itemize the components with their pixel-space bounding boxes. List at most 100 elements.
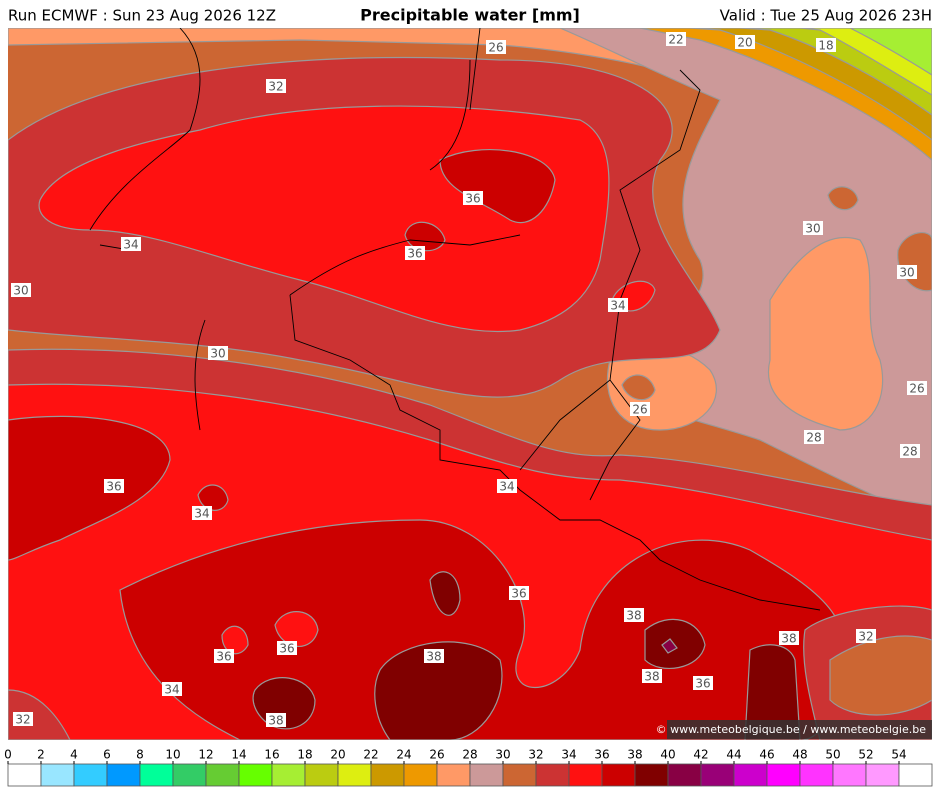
colorbar-tick-label: 26 (429, 748, 444, 762)
label-box (804, 430, 824, 444)
colorbar-tick-label: 2 (37, 748, 45, 762)
credit: © www.meteobelgique.be / www.meteobelgie… (656, 723, 927, 736)
label-box (463, 191, 483, 205)
contour-label: 32 (15, 713, 30, 727)
label-box (266, 713, 286, 727)
label-box (624, 608, 644, 622)
colorbar-box (337, 763, 372, 787)
map-area: 26 22 20 18 32 36 34 36 30 34 30 30 30 26 26 28 28 36 34 34… (8, 28, 932, 740)
contour-label: 18 (818, 39, 833, 53)
label-box (497, 479, 517, 493)
colorbar-tick-label: 18 (297, 748, 312, 762)
colorbar-box (271, 763, 306, 787)
contour-label: 36 (511, 587, 526, 601)
colorbar-tick-label: 48 (792, 748, 807, 762)
colorbar-box (304, 763, 339, 787)
colorbar: 0 2 4 6 8 10 12 14 16 18 20 22 24 26 28 30 32 34 36 38 40 42 4… (4, 748, 933, 787)
colorbar-tick-label: 40 (660, 748, 675, 762)
colorbar-tick-label: 16 (264, 748, 279, 762)
contour-label: 26 (632, 403, 647, 417)
contour-label: 20 (737, 36, 752, 50)
colorbar-box (370, 763, 405, 787)
colorbar-box (799, 763, 834, 787)
colorbar-tick-label: 6 (103, 748, 111, 762)
label-box (666, 32, 686, 46)
label-box (900, 444, 920, 458)
valid-time: Valid : Tue 25 Aug 2026 23H (720, 7, 932, 25)
contour-label: 34 (123, 238, 138, 252)
run-info: Run ECMWF : Sun 23 Aug 2026 12Z (8, 7, 276, 25)
contour-label: 34 (610, 299, 625, 313)
field (767, 236, 884, 431)
colorbar-box (502, 763, 537, 787)
colorbar-box (832, 763, 867, 787)
label-box (13, 712, 33, 726)
label-box (162, 682, 182, 696)
contour-label: 36 (216, 650, 231, 664)
colorbar-tick-label: 42 (693, 748, 708, 762)
label-box (897, 265, 917, 279)
field (849, 28, 932, 76)
label-box (816, 38, 836, 52)
label-box (208, 346, 228, 360)
colorbar-tick-label: 8 (136, 748, 144, 762)
colorbar-box (535, 763, 570, 787)
colorbar-tick-label: 36 (594, 748, 609, 762)
colorbar-box (436, 763, 471, 787)
field (621, 374, 656, 401)
label-box (608, 298, 628, 312)
contour-label: 30 (210, 347, 225, 361)
credit-bg (667, 720, 932, 739)
label-box (735, 35, 755, 49)
label-box (266, 79, 286, 93)
contour-label: 36 (465, 192, 480, 206)
label-box (277, 641, 297, 655)
contour-label: 22 (668, 33, 683, 47)
colorbar-box (403, 763, 438, 787)
colorbar-box (667, 763, 702, 787)
colorbar-box (172, 763, 207, 787)
colorbar-box (898, 763, 933, 787)
colorbar-tick-label: 20 (330, 748, 345, 762)
label-box (642, 669, 662, 683)
contour-label: 30 (805, 222, 820, 236)
colorbar-box (106, 763, 141, 787)
colorbar-tick-label: 46 (759, 748, 774, 762)
contour-label: 38 (781, 632, 796, 646)
colorbar-box (40, 763, 75, 787)
contour-label: 38 (268, 714, 283, 728)
contour-label: 38 (644, 670, 659, 684)
field (829, 635, 932, 716)
colorbar-box (601, 763, 636, 787)
field (374, 641, 503, 740)
colorbar-tick-label: 14 (231, 748, 246, 762)
contour-label: 34 (194, 507, 209, 521)
contour-label: 36 (106, 480, 121, 494)
contour-label: 36 (279, 642, 294, 656)
colorbar-tick-label: 34 (561, 748, 576, 762)
colorbar-box (139, 763, 174, 787)
contour-label: 28 (806, 431, 821, 445)
colorbar-tick-label: 30 (495, 748, 510, 762)
label-box (486, 40, 506, 54)
label-box (630, 402, 650, 416)
colorbar-tick-label: 12 (198, 748, 213, 762)
colorbar-tick-label: 52 (858, 748, 873, 762)
colorbar-tick-label: 24 (396, 748, 411, 762)
contour-label: 32 (858, 630, 873, 644)
colorbar-box (766, 763, 801, 787)
field (8, 689, 71, 740)
contour-label: 30 (899, 266, 914, 280)
colorbar-tick-label: 4 (70, 748, 78, 762)
field (221, 625, 249, 655)
label-box (509, 586, 529, 600)
label-box (907, 381, 927, 395)
colorbar-tick-label: 32 (528, 748, 543, 762)
colorbar-tick-label: 44 (726, 748, 741, 762)
colorbar-box (238, 763, 273, 787)
contour-label: 38 (426, 650, 441, 664)
contour-label: 26 (909, 382, 924, 396)
colorbar-box (733, 763, 768, 787)
